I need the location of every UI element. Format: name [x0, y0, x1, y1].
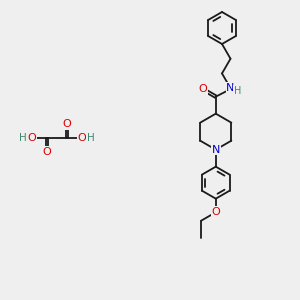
Text: N: N [212, 145, 220, 155]
Text: H: H [234, 86, 241, 96]
Text: O: O [198, 84, 207, 94]
Text: H: H [19, 133, 27, 143]
Text: O: O [28, 133, 36, 143]
Text: O: O [43, 147, 51, 157]
Text: H: H [87, 133, 95, 143]
Text: O: O [63, 119, 71, 129]
Text: O: O [212, 207, 220, 217]
Text: O: O [78, 133, 86, 143]
Text: N: N [226, 83, 235, 93]
